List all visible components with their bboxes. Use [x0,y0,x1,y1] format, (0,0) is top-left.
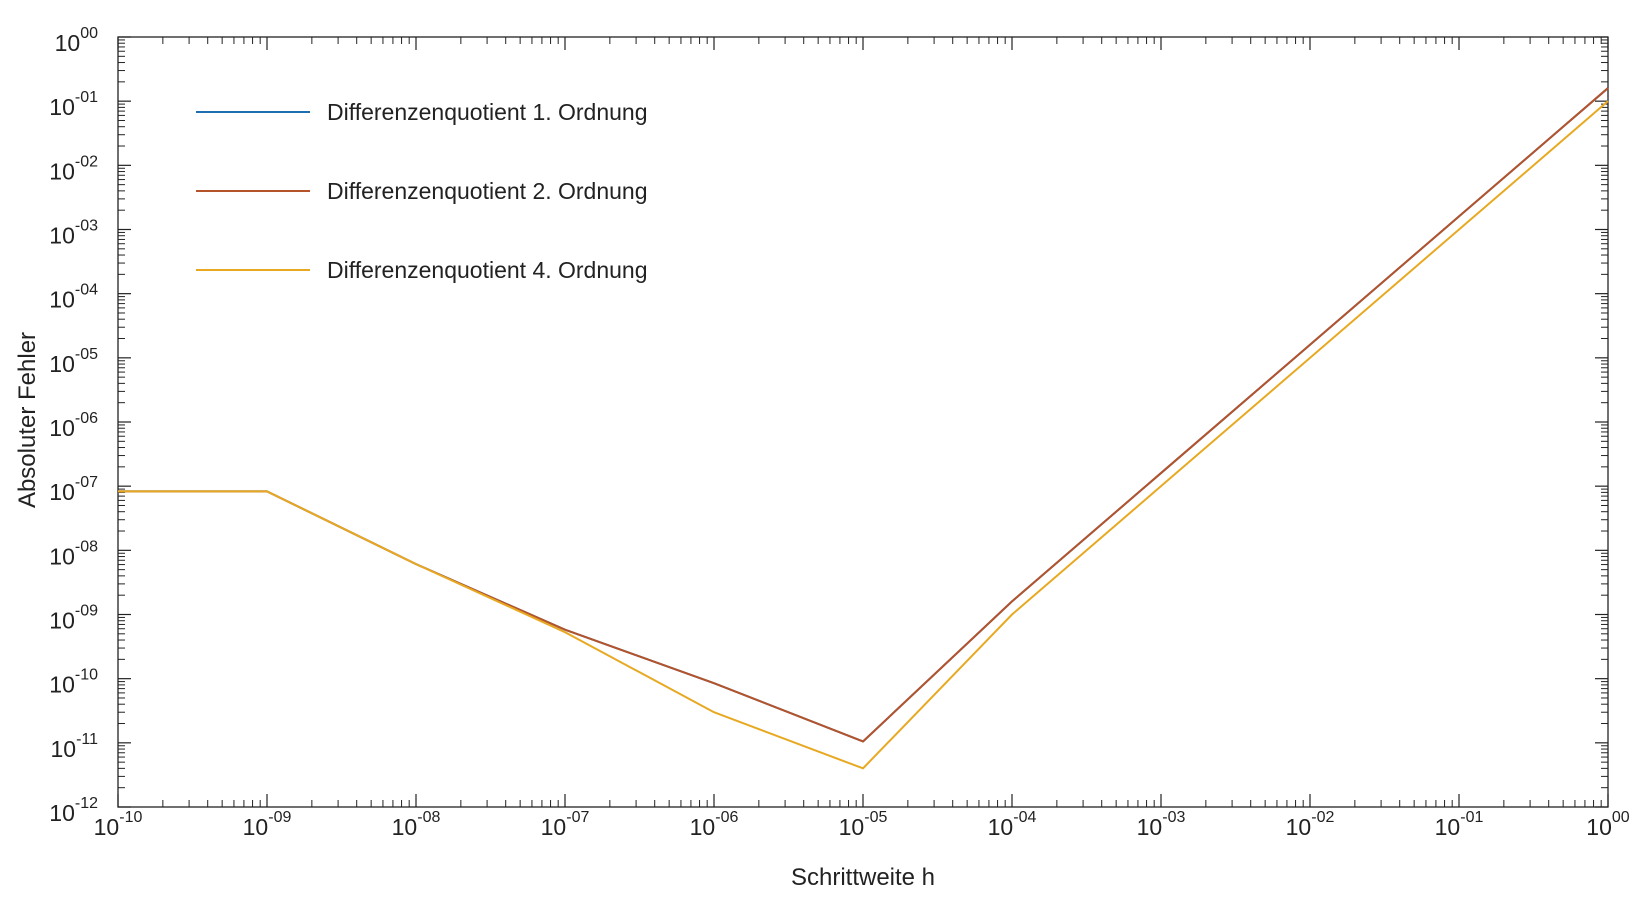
x-tick-label: 10-08 [392,809,441,840]
y-tick-label: 10-12 [49,795,98,826]
series-line-3 [118,100,1609,770]
legend-label-2: Differenzenquotient 2. Ordnung [327,178,648,204]
x-tick-label: 10-06 [690,809,739,840]
major-ticks [117,36,1609,808]
x-tick-label: 10-05 [839,809,888,840]
y-tick-label: 10-08 [49,538,98,569]
x-tick-label: 10-03 [1137,809,1186,840]
y-tick-label: 10-05 [49,346,98,377]
x-tick-labels: 10-10 10-09 10-08 10-07 10-06 10-05 10-04 10-03… [94,809,1630,840]
y-tick-label: 1000 [55,25,98,56]
y-tick-label: 10-07 [49,474,98,505]
minor-ticks [118,37,1608,807]
y-tick-label: 10-02 [49,153,98,184]
x-tick-label: 10-04 [988,809,1037,840]
y-tick-label: 10-04 [49,282,98,313]
plot-frame [117,36,1609,808]
y-tick-label: 10-11 [50,731,98,762]
y-tick-label: 10-03 [49,218,98,249]
x-tick-label: 10-10 [94,809,143,840]
y-tick-label: 10-01 [49,89,98,120]
x-tick-label: 10-02 [1286,809,1335,840]
y-axis-title: Absoluter Fehler [14,332,41,508]
y-tick-labels: 10-12 10-11 10-10 10-09 10-08 10-07 10-06 10-05… [49,25,98,826]
x-tick-label: 10-09 [243,809,292,840]
series-lines [118,87,1609,770]
legend-label-1: Differenzenquotient 1. Ordnung [327,99,648,125]
legend-label-3: Differenzenquotient 4. Ordnung [327,257,648,283]
x-tick-label: 1000 [1586,809,1629,840]
x-axis-title: Schrittweite h [791,864,935,891]
y-tick-label: 10-06 [49,410,98,441]
y-tick-label: 10-09 [49,603,98,634]
x-tick-label: 10-01 [1435,809,1484,840]
legend: Differenzenquotient 1. Ordnung Differenze… [196,99,648,283]
y-tick-label: 10-10 [49,667,98,698]
x-tick-label: 10-07 [541,809,590,840]
